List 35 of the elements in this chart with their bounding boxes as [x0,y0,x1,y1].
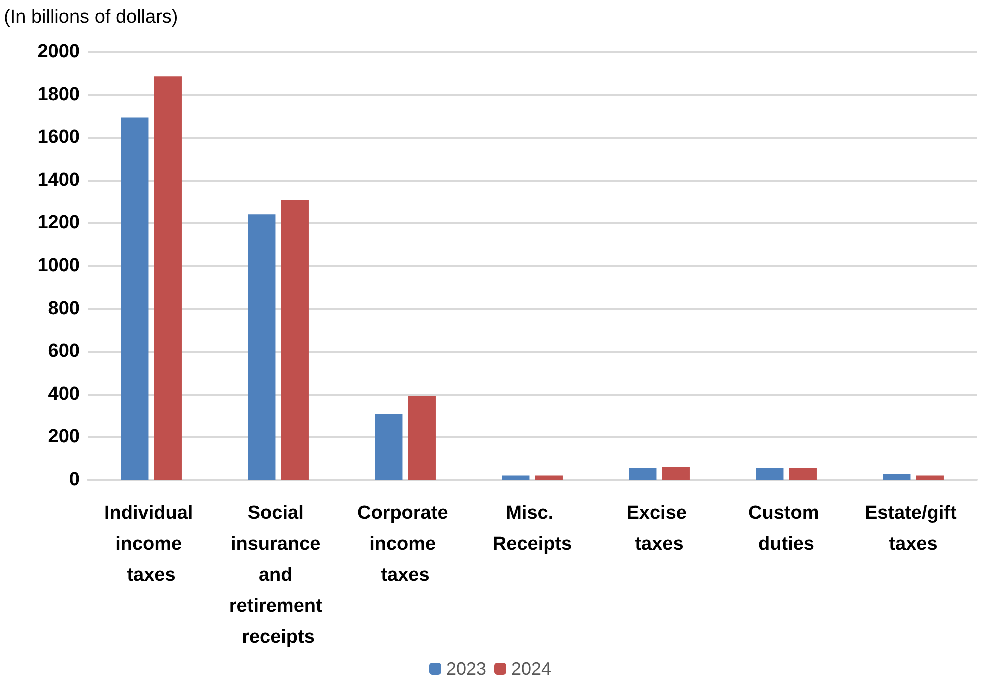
bar [375,414,403,480]
bar [121,118,149,480]
y-tick-label: 600 [48,341,80,362]
legend-label: 2023 [446,659,487,679]
y-tick-label: 1600 [38,127,80,148]
bar [248,214,276,480]
y-axis-title: (In billions of dollars) [4,7,178,28]
bar [756,468,784,480]
bar [662,466,690,480]
bar [883,474,911,480]
x-tick-label: Social insurance and retirement receipts [229,503,328,648]
y-tick-label: 1800 [38,84,80,106]
bar [629,468,657,480]
bar [789,468,817,480]
bar [281,200,309,480]
x-tick-label: Misc. Receipts [492,503,572,555]
x-tick-label: Estate/gift taxes [864,503,962,555]
y-tick-label: 1000 [38,256,80,276]
y-tick-label: 1400 [38,170,80,191]
bar [154,76,182,480]
x-tick-label: Excise taxes [626,503,692,555]
bar [408,396,436,480]
y-tick-label: 200 [48,426,80,448]
x-tick-label: Corporate income taxes [357,503,454,586]
x-tick-label: Individual income taxes [104,503,198,586]
x-tick-label: Custom duties [748,503,824,555]
y-tick-label: 400 [48,384,80,405]
y-tick-label: 0 [69,470,80,490]
bar [502,476,530,480]
y-tick-label: 1200 [38,212,80,234]
legend-label: 2024 [512,659,552,679]
y-tick-label: 800 [48,298,80,320]
y-tick-label: 2000 [38,42,80,62]
bar [535,476,563,480]
bar [916,476,944,480]
